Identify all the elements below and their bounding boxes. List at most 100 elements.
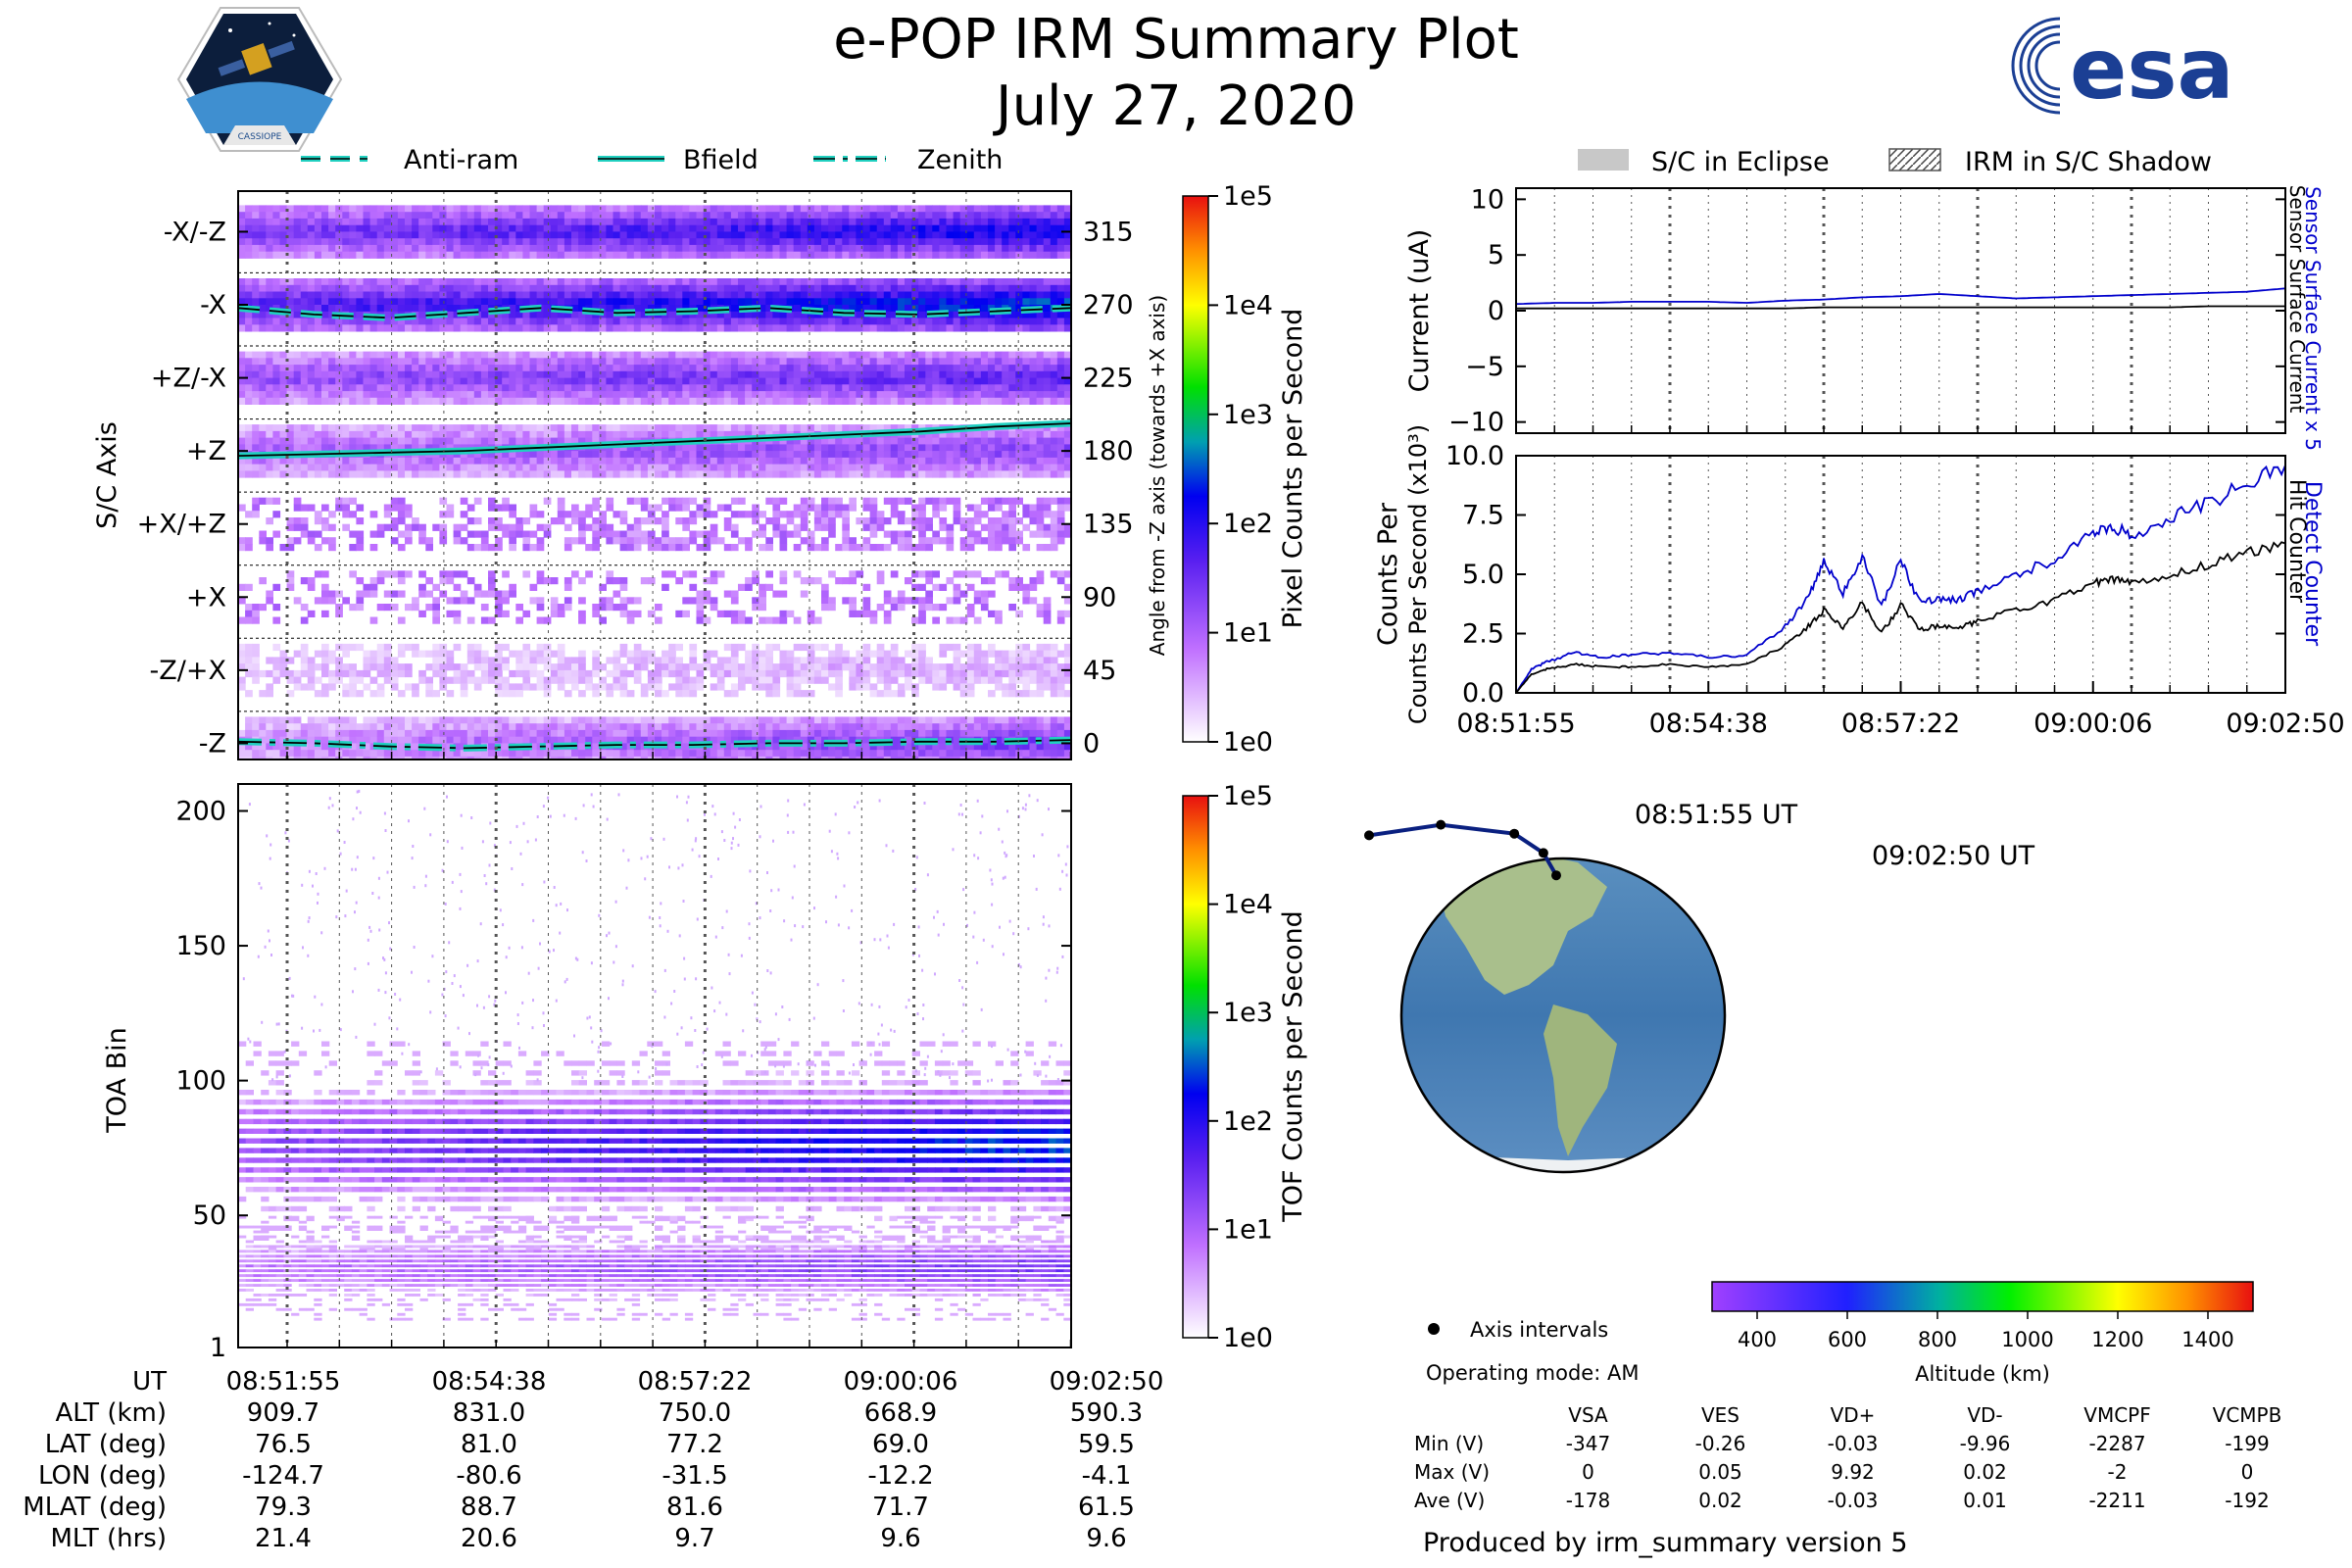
heatmap-cell [453, 597, 462, 605]
heatmap-cell [675, 377, 683, 385]
heatmap-cell [1050, 530, 1058, 538]
heatmap-cell [647, 530, 656, 538]
heatmap-cell [890, 311, 899, 318]
heatmap-cell [640, 365, 649, 372]
heatmap-cell [1036, 244, 1045, 253]
heatmap-cell [911, 397, 919, 405]
heatmap-cell [1063, 497, 1071, 505]
heatmap-cell [592, 377, 600, 385]
heatmap-cell [383, 657, 392, 664]
heatmap-cell [800, 590, 808, 598]
heatmap-cell [293, 464, 302, 471]
heatmap-cell [1002, 530, 1009, 538]
heatmap-cell [793, 318, 802, 325]
heatmap-cell [529, 657, 538, 664]
heatmap-cell [564, 657, 572, 664]
heatmap-cell [495, 377, 503, 385]
heatmap-cell [821, 437, 829, 445]
heatmap-cell [612, 318, 621, 325]
heatmap-cell [412, 643, 419, 652]
heatmap-cell [1008, 231, 1016, 239]
heatmap-cell [529, 358, 538, 366]
heatmap-cell [849, 278, 857, 286]
heatmap-cell [1056, 231, 1065, 239]
heatmap-cell [578, 537, 586, 545]
heatmap-cell [515, 324, 523, 332]
heatmap-cell [432, 351, 440, 359]
heatmap-cell [689, 451, 698, 459]
heatmap-cell [633, 377, 642, 385]
heatmap-cell [1063, 523, 1071, 531]
heatmap-cell [918, 544, 926, 552]
heatmap-cell [959, 430, 968, 439]
heatmap-cell [835, 424, 843, 432]
heatmap-cell [425, 537, 433, 545]
heatmap-cell [279, 205, 288, 213]
heatmap-cell [259, 224, 267, 232]
heatmap-cell [842, 464, 850, 471]
heatmap-cell [869, 470, 878, 478]
heatmap-cell [473, 470, 482, 478]
heatmap-cell [675, 224, 683, 232]
heatmap-cell [828, 497, 836, 505]
heatmap-cell [293, 205, 302, 213]
heatmap-cell [619, 424, 628, 432]
heatmap-cell [1050, 397, 1058, 405]
heatmap-cell [689, 278, 698, 286]
heatmap-cell [800, 251, 808, 259]
heatmap-cell [599, 278, 607, 286]
heatmap-cell [439, 370, 448, 378]
heatmap-cell [446, 430, 455, 439]
heatmap-cell [807, 497, 815, 505]
heatmap-cell [446, 284, 455, 292]
heatmap-cell [606, 324, 614, 332]
heatmap-cell [682, 397, 690, 405]
heatmap-cell [252, 391, 260, 399]
heatmap-cell [557, 251, 565, 259]
heatmap-cell [495, 470, 503, 478]
heatmap-cell [488, 205, 496, 213]
heatmap-cell [668, 464, 676, 471]
heatmap-cell [515, 251, 523, 259]
heatmap-cell [966, 231, 975, 239]
heatmap-cell [1063, 238, 1071, 246]
heatmap-cell [626, 391, 635, 399]
heatmap-cell [293, 457, 302, 466]
heatmap-cell [376, 604, 385, 612]
heatmap-cell [897, 511, 906, 518]
heatmap-cell [849, 218, 857, 226]
heatmap-cell [453, 218, 462, 226]
heatmap-cell [376, 212, 385, 220]
heatmap-cell [356, 305, 365, 313]
heatmap-cell [842, 244, 850, 253]
heatmap-cell [529, 324, 538, 332]
heatmap-cell [502, 284, 510, 292]
heatmap-cell [543, 370, 552, 378]
heatmap-cell [1002, 311, 1009, 318]
heatmap-cell [473, 224, 482, 232]
heatmap-cell [592, 278, 600, 286]
heatmap-cell [849, 212, 857, 220]
heatmap-cell [1050, 311, 1058, 318]
heatmap-cell [238, 251, 246, 259]
heatmap-cell [911, 324, 919, 332]
heatmap-cell [730, 511, 739, 518]
heatmap-cell [730, 384, 739, 392]
heatmap-cell [1022, 231, 1031, 239]
heatmap-cell [973, 305, 982, 313]
heatmap-cell [662, 511, 669, 518]
heatmap-cell [1036, 391, 1045, 399]
heatmap-cell [869, 224, 878, 232]
heatmap-cell [279, 231, 288, 239]
heatmap-cell [905, 212, 912, 220]
heatmap-cell [495, 650, 503, 658]
heatmap-cell [897, 291, 906, 299]
heatmap-cell [793, 324, 802, 332]
heatmap-cell [813, 384, 822, 392]
heatmap-cell [779, 437, 788, 445]
heatmap-cell [412, 597, 419, 605]
heatmap-cell [918, 311, 926, 318]
heatmap-cell [662, 205, 669, 213]
heatmap-cell [793, 291, 802, 299]
heatmap-cell [1050, 231, 1058, 239]
